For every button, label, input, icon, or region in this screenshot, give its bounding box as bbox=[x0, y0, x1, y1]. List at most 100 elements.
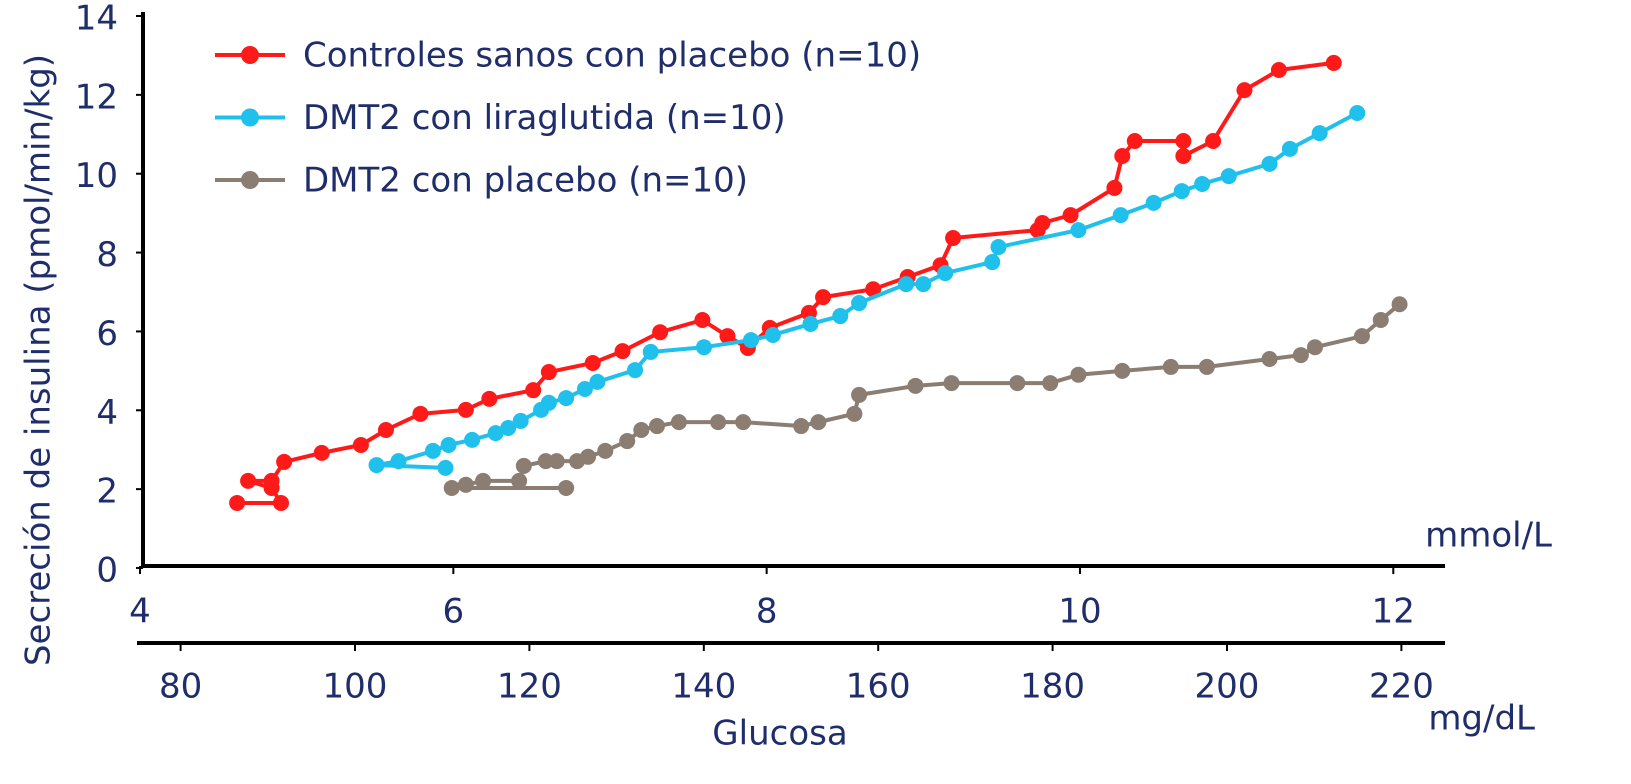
point bbox=[648, 418, 665, 435]
point bbox=[1349, 104, 1366, 121]
point bbox=[810, 414, 827, 431]
point bbox=[412, 405, 429, 422]
point bbox=[540, 364, 557, 381]
point bbox=[943, 375, 960, 392]
x2-tick-label: 200 bbox=[1195, 667, 1260, 707]
point bbox=[865, 281, 882, 298]
y-tick-label: 12 bbox=[75, 77, 118, 117]
point bbox=[915, 276, 932, 293]
point bbox=[576, 380, 593, 397]
point bbox=[614, 343, 631, 360]
point bbox=[670, 414, 687, 431]
point bbox=[1236, 82, 1253, 99]
point bbox=[1194, 175, 1211, 192]
point bbox=[907, 377, 924, 394]
point bbox=[229, 494, 246, 511]
point bbox=[500, 420, 517, 437]
point bbox=[443, 479, 460, 496]
x-tick-label: 4 bbox=[129, 592, 151, 632]
x-axis-label: Glucosa bbox=[712, 714, 847, 754]
legend-marker bbox=[241, 171, 259, 189]
point bbox=[589, 373, 606, 390]
point bbox=[313, 444, 330, 461]
point bbox=[558, 390, 575, 407]
point bbox=[424, 442, 441, 459]
point bbox=[263, 472, 280, 489]
point bbox=[481, 390, 498, 407]
point bbox=[1372, 311, 1389, 328]
point bbox=[276, 453, 293, 470]
point bbox=[1114, 147, 1131, 164]
x2-tick-label: 180 bbox=[1020, 667, 1085, 707]
point bbox=[377, 422, 394, 438]
point bbox=[558, 479, 575, 496]
y-tick-label: 10 bbox=[75, 156, 118, 196]
y-tick-label: 4 bbox=[96, 393, 118, 433]
point bbox=[846, 405, 863, 422]
point bbox=[1145, 194, 1162, 211]
point bbox=[1270, 62, 1287, 79]
point bbox=[515, 457, 532, 474]
point bbox=[945, 229, 962, 246]
point bbox=[832, 308, 849, 325]
legend-label: Controles sanos con placebo (n=10) bbox=[303, 36, 921, 76]
point bbox=[1353, 328, 1370, 345]
point bbox=[627, 362, 644, 379]
point bbox=[584, 354, 601, 371]
point bbox=[437, 459, 454, 476]
x-tick-label: 10 bbox=[1058, 592, 1101, 632]
point bbox=[793, 418, 810, 435]
point bbox=[710, 414, 727, 431]
point bbox=[548, 453, 565, 470]
x2-tick-label: 140 bbox=[671, 667, 736, 707]
y-tick-label: 6 bbox=[96, 314, 118, 354]
x2-tick-label: 220 bbox=[1369, 667, 1434, 707]
point bbox=[475, 472, 492, 489]
point bbox=[990, 239, 1007, 256]
x2-tick-label: 80 bbox=[159, 667, 202, 707]
point bbox=[512, 412, 529, 429]
point bbox=[1112, 207, 1129, 224]
point bbox=[1062, 207, 1079, 224]
x2-unit: mg/dL bbox=[1428, 699, 1535, 739]
point bbox=[511, 472, 528, 489]
point bbox=[1220, 168, 1237, 185]
point bbox=[802, 315, 819, 332]
point bbox=[851, 386, 868, 403]
point bbox=[272, 494, 289, 511]
x-tick-label: 8 bbox=[756, 592, 778, 632]
point bbox=[694, 311, 711, 328]
point bbox=[352, 436, 369, 453]
y-tick-label: 14 bbox=[75, 0, 118, 39]
point bbox=[1306, 339, 1323, 356]
point bbox=[1034, 215, 1051, 231]
point bbox=[1261, 155, 1278, 172]
point bbox=[1198, 358, 1215, 375]
x2-tick-label: 120 bbox=[497, 667, 562, 707]
point bbox=[440, 436, 457, 453]
point bbox=[652, 324, 669, 341]
point bbox=[1205, 132, 1222, 149]
point bbox=[742, 332, 759, 349]
point bbox=[937, 265, 954, 282]
y-tick-label: 2 bbox=[96, 472, 118, 512]
x2-tick-label: 160 bbox=[846, 667, 911, 707]
point bbox=[597, 442, 614, 459]
point bbox=[1292, 347, 1309, 364]
point bbox=[487, 425, 504, 442]
point bbox=[1162, 358, 1179, 375]
y-axis-label: Secreción de insulina (pmol/min/kg) bbox=[19, 54, 59, 666]
point bbox=[735, 414, 752, 431]
point bbox=[1009, 375, 1026, 392]
point bbox=[898, 276, 915, 293]
point bbox=[1261, 351, 1278, 368]
point bbox=[1114, 362, 1131, 379]
point bbox=[1106, 179, 1123, 196]
point bbox=[851, 295, 868, 312]
point bbox=[1311, 125, 1328, 142]
x-tick-label: 12 bbox=[1372, 592, 1415, 632]
legend-label: DMT2 con liraglutida (n=10) bbox=[303, 98, 786, 138]
point bbox=[457, 401, 474, 418]
point bbox=[240, 472, 257, 489]
